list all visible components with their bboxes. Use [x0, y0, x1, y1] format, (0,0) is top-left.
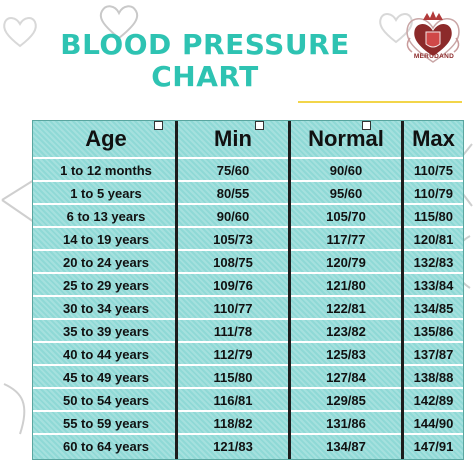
heart-outline-icon	[379, 13, 413, 44]
min-cell: 111/78	[213, 324, 253, 339]
age-cell: 35 to 39 years	[62, 324, 149, 339]
age-cell: 14 to 19 years	[62, 232, 149, 247]
age-cell: 50 to 54 years	[62, 393, 149, 408]
normal-cell: 127/84	[326, 370, 366, 385]
column-divider	[401, 121, 404, 459]
table-row: 60 to 64 years 121/83 134/87 147/91	[33, 433, 463, 458]
table-row: 55 to 59 years 118/82 131/86 144/90	[33, 410, 463, 435]
min-cell: 105/73	[213, 232, 253, 247]
age-cell: 45 to 49 years	[62, 370, 149, 385]
logo-text: MERUDAND	[413, 53, 455, 60]
max-cell: 134/85	[413, 301, 454, 316]
max-cell: 147/91	[413, 439, 454, 454]
normal-cell: 134/87	[326, 439, 366, 454]
table-row: 20 to 24 years 108/75 120/79 132/83	[33, 249, 463, 274]
table-row: 45 to 49 years 115/80 127/84 138/88	[33, 364, 463, 389]
header-normal: Normal	[308, 126, 384, 151]
table-row: 50 to 54 years 116/81 129/85 142/89	[33, 387, 463, 412]
table-row: 30 to 34 years 110/77 122/81 134/85	[33, 295, 463, 320]
table-row: 40 to 44 years 112/79 125/83 137/87	[33, 341, 463, 366]
heart-outline-icon	[3, 17, 37, 48]
min-cell: 80/55	[216, 186, 250, 201]
max-cell: 138/88	[413, 370, 454, 385]
table-header: Age Min Normal Max	[33, 121, 463, 157]
merudand-logo	[406, 11, 460, 63]
age-cell: 40 to 44 years	[62, 347, 149, 362]
normal-cell: 95/60	[329, 186, 363, 201]
max-cell: 115/80	[413, 209, 454, 224]
normal-cell: 122/81	[326, 301, 366, 316]
accent-divider	[298, 101, 462, 103]
max-cell: 135/86	[413, 324, 454, 339]
max-cell: 120/81	[413, 232, 454, 247]
header-age: Age	[85, 126, 127, 151]
min-cell: 115/80	[213, 370, 253, 385]
normal-cell: 120/79	[326, 255, 366, 270]
normal-cell: 90/60	[329, 163, 363, 178]
table-row: 6 to 13 years 90/60 105/70 115/80	[33, 203, 463, 228]
normal-cell: 131/86	[326, 416, 366, 431]
resize-handle	[362, 121, 371, 130]
max-cell: 132/83	[413, 255, 454, 270]
max-cell: 137/87	[413, 347, 454, 362]
page-subtitle: CHART	[151, 60, 259, 93]
age-cell: 60 to 64 years	[62, 439, 149, 454]
normal-cell: 105/70	[326, 209, 366, 224]
table-row: 35 to 39 years 111/78 123/82 135/86	[33, 318, 463, 343]
age-cell: 20 to 24 years	[62, 255, 149, 270]
age-cell: 6 to 13 years	[66, 209, 146, 224]
table-row: 14 to 19 years 105/73 117/77 120/81	[33, 226, 463, 251]
heart-outline-icon	[99, 5, 139, 40]
heart-outline-icon	[3, 383, 26, 435]
age-cell: 1 to 12 months	[60, 163, 152, 178]
normal-cell: 123/82	[326, 324, 366, 339]
age-cell: 25 to 29 years	[62, 278, 149, 293]
max-cell: 133/84	[413, 278, 454, 293]
normal-cell: 125/83	[326, 347, 366, 362]
page-title: BLOOD PRESSURE	[60, 28, 350, 61]
max-cell: 144/90	[413, 416, 454, 431]
normal-cell: 117/77	[326, 232, 366, 247]
table-row: 25 to 29 years 109/76 121/80 133/84	[33, 272, 463, 297]
min-cell: 110/77	[213, 301, 253, 316]
max-cell: 110/79	[413, 186, 454, 201]
min-cell: 116/81	[213, 393, 253, 408]
age-cell: 55 to 59 years	[62, 416, 149, 431]
normal-cell: 129/85	[326, 393, 366, 408]
blood-pressure-table: Age Min Normal Max 1 to 12 months 75/60 …	[32, 120, 464, 460]
resize-handle	[255, 121, 264, 130]
min-cell: 121/83	[213, 439, 253, 454]
age-cell: 1 to 5 years	[70, 186, 142, 201]
column-divider	[175, 121, 178, 459]
min-cell: 75/60	[216, 163, 250, 178]
max-cell: 110/75	[413, 163, 454, 178]
resize-handle	[154, 121, 163, 130]
min-cell: 108/75	[213, 255, 253, 270]
heart-outline-icon	[1, 179, 35, 223]
min-cell: 109/76	[213, 278, 253, 293]
max-cell: 142/89	[413, 393, 454, 408]
min-cell: 90/60	[216, 209, 250, 224]
age-cell: 30 to 34 years	[62, 301, 149, 316]
table-row: 1 to 5 years 80/55 95/60 110/79	[33, 180, 463, 205]
table-row: 1 to 12 months 75/60 90/60 110/75	[33, 157, 463, 182]
min-cell: 112/79	[213, 347, 253, 362]
min-cell: 118/82	[213, 416, 253, 431]
column-divider	[288, 121, 291, 459]
normal-cell: 121/80	[326, 278, 366, 293]
header-max: Max	[412, 126, 455, 151]
header-min: Min	[214, 126, 252, 151]
